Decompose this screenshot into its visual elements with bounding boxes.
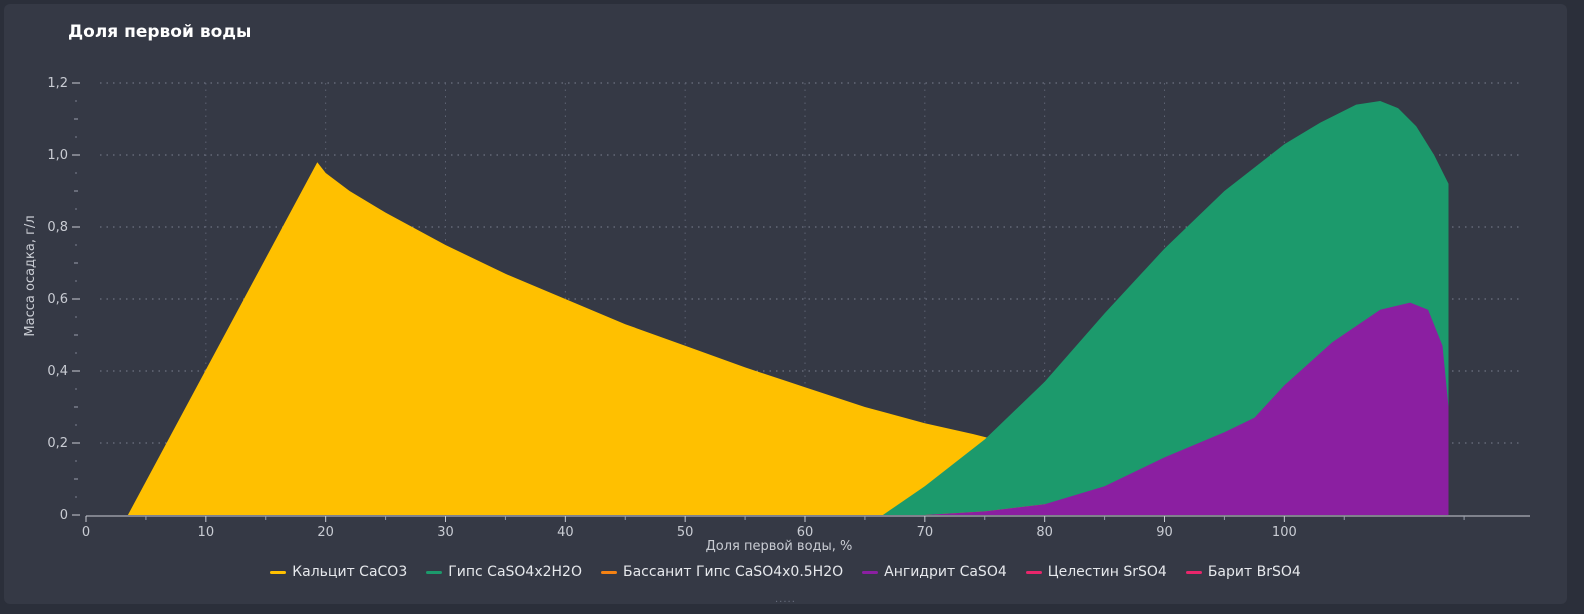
legend-item[interactable]: Барит BrSO4: [1185, 564, 1301, 580]
legend-label: Барит BrSO4: [1207, 564, 1301, 580]
y-tick-label: 0: [60, 508, 68, 523]
legend-swatch: [1025, 570, 1042, 574]
area-layer: [127, 101, 1449, 515]
x-axis-title: Доля первой воды, %: [706, 539, 853, 554]
x-tick-label: 30: [437, 525, 454, 540]
legend-label: Гипс CaSO4x2H2O: [448, 564, 582, 580]
x-tick-label: 0: [82, 525, 90, 540]
legend-swatch: [426, 570, 443, 574]
area-series-3: [924, 302, 1449, 515]
legend-swatch: [270, 570, 287, 574]
resize-grip[interactable]: .....: [775, 594, 796, 605]
area-chart: 0 0,2 0,4 0,6 0,8 1,0 1,2 0 10 20 30 40 50 60 70 80 90 10…: [23, 76, 1530, 554]
x-tick-label: 40: [557, 525, 574, 540]
chart-title: Доля первой воды: [68, 22, 252, 42]
legend-item[interactable]: Бассанит Гипс CaSO4x0.5H2O: [601, 564, 843, 580]
y-tick-label: 0,6: [47, 292, 68, 307]
x-tick-label: 50: [677, 525, 694, 540]
y-tick-label: 1,0: [47, 148, 68, 163]
axis-layer: 0 0,2 0,4 0,6 0,8 1,0 1,2 0 10 20 30 40 50 60 70 80 90 10…: [47, 76, 1530, 540]
area-series-0: [127, 162, 1039, 515]
chart-panel: Доля первой воды 0 0,2 0,4 0,6 0,8 1,0 1,2 0 10 2…: [4, 4, 1567, 605]
legend-label: Ангидрит CaSO4: [884, 564, 1007, 580]
x-tick-label: 100: [1272, 525, 1297, 540]
legend-item[interactable]: Целестин SrSO4: [1025, 564, 1167, 580]
y-tick-label: 0,2: [47, 436, 68, 451]
y-tick-label: 0,4: [47, 364, 68, 379]
x-tick-label: 80: [1036, 525, 1053, 540]
y-tick-label: 1,2: [47, 76, 68, 91]
legend-swatch: [601, 570, 617, 574]
x-tick-label: 60: [797, 525, 814, 540]
x-tick-label: 20: [317, 525, 334, 540]
x-tick-label: 10: [198, 525, 215, 540]
x-tick-label: 70: [917, 525, 934, 540]
legend-label: Бассанит Гипс CaSO4x0.5H2O: [623, 564, 844, 580]
legend-item[interactable]: Гипс CaSO4x2H2O: [426, 564, 582, 580]
legend: Кальцит CaCO3 Гипс CaSO4x2H2O Бассанит Гип…: [4, 564, 1567, 580]
y-tick-label: 0,8: [47, 220, 68, 235]
legend-label: Целестин SrSO4: [1047, 564, 1167, 580]
legend-item[interactable]: Кальцит CaCO3: [270, 564, 407, 580]
legend-swatch: [1185, 570, 1202, 574]
legend-item[interactable]: Ангидрит CaSO4: [862, 564, 1007, 580]
legend-swatch: [862, 570, 879, 574]
x-tick-label: 90: [1156, 525, 1173, 540]
y-axis-title: Масса осадка, г/л: [23, 215, 38, 336]
legend-label: Кальцит CaCO3: [292, 564, 408, 580]
